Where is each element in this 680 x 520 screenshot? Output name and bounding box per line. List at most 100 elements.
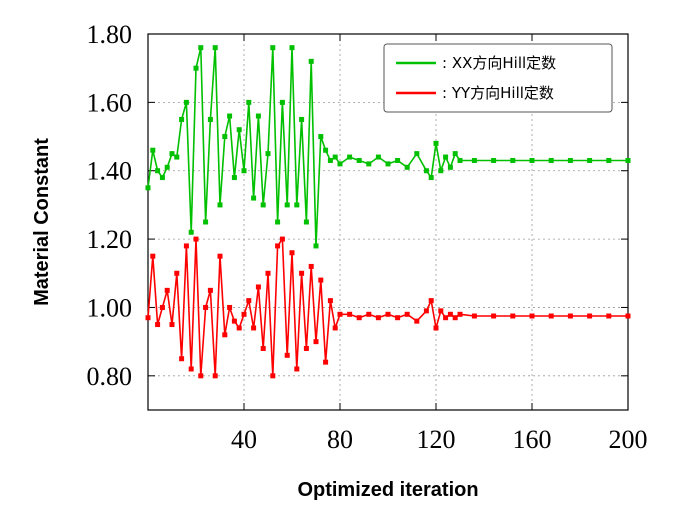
data-point-1 — [270, 373, 276, 379]
data-point-1 — [318, 277, 324, 283]
data-point-0 — [313, 243, 319, 249]
data-point-1 — [428, 298, 434, 304]
data-point-0 — [433, 140, 439, 146]
data-point-0 — [548, 157, 554, 163]
data-point-1 — [491, 313, 497, 319]
legend: : XX方向Hill定数 : YY方向Hill定数 — [383, 43, 613, 113]
data-point-0 — [332, 154, 338, 160]
legend-box — [383, 43, 613, 113]
data-point-1 — [347, 311, 353, 317]
data-point-0 — [423, 168, 429, 174]
data-point-0 — [227, 113, 233, 119]
data-point-1 — [227, 304, 233, 310]
data-point-0 — [270, 45, 276, 51]
data-point-0 — [443, 154, 449, 160]
data-point-1 — [438, 308, 444, 314]
data-point-0 — [303, 219, 309, 225]
data-point-0 — [567, 157, 573, 163]
data-point-1 — [260, 345, 266, 351]
data-point-1 — [414, 318, 420, 324]
data-point-1 — [169, 322, 175, 328]
data-point-1 — [164, 287, 170, 293]
data-point-1 — [284, 352, 290, 358]
legend-label-xx: : XX方向Hill定数 — [442, 54, 556, 72]
y-tick-label: 0.80 — [87, 362, 133, 391]
data-point-0 — [457, 157, 463, 163]
data-point-0 — [323, 147, 329, 153]
data-point-0 — [428, 175, 434, 181]
data-point-1 — [265, 270, 271, 276]
data-point-0 — [169, 151, 175, 157]
x-axis-title: Optimized iteration — [297, 479, 478, 501]
data-point-0 — [404, 164, 410, 170]
data-point-1 — [471, 313, 477, 319]
data-point-1 — [366, 311, 372, 317]
data-point-1 — [145, 315, 151, 321]
data-point-0 — [471, 157, 477, 163]
data-point-0 — [625, 157, 631, 163]
data-point-1 — [433, 325, 439, 331]
data-point-0 — [447, 164, 453, 170]
data-point-1 — [198, 373, 204, 379]
data-point-0 — [251, 195, 257, 201]
data-point-0 — [188, 229, 194, 235]
x-tick-label: 120 — [417, 425, 456, 454]
data-point-0 — [150, 147, 156, 153]
x-axis: 40 80 120 160 200 — [231, 34, 648, 454]
data-point-1 — [529, 313, 535, 319]
data-point-0 — [231, 175, 237, 181]
data-point-0 — [347, 154, 353, 160]
data-point-1 — [231, 318, 237, 324]
data-point-1 — [308, 263, 314, 269]
data-point-0 — [207, 116, 213, 122]
data-point-1 — [251, 325, 257, 331]
x-tick-label: 80 — [327, 425, 353, 454]
data-point-0 — [318, 134, 324, 140]
data-point-1 — [337, 311, 343, 317]
data-point-1 — [625, 313, 631, 319]
y-axis: 0.80 1.00 1.20 1.40 1.60 1.80 — [87, 20, 628, 391]
data-point-1 — [275, 243, 281, 249]
data-point-0 — [241, 168, 247, 174]
y-tick-label: 1.40 — [87, 157, 133, 186]
data-point-1 — [255, 284, 261, 290]
data-point-0 — [308, 58, 314, 64]
data-point-1 — [241, 311, 247, 317]
data-point-0 — [294, 202, 300, 208]
data-point-0 — [395, 157, 401, 163]
y-tick-label: 1.20 — [87, 225, 133, 254]
data-point-0 — [385, 161, 391, 167]
data-point-1 — [457, 311, 463, 317]
data-point-0 — [193, 65, 199, 71]
data-point-0 — [438, 168, 444, 174]
data-point-1 — [236, 325, 242, 331]
data-point-0 — [236, 127, 242, 133]
data-point-0 — [246, 99, 252, 105]
data-point-1 — [404, 311, 410, 317]
data-point-1 — [356, 315, 362, 321]
data-point-0 — [217, 202, 223, 208]
data-point-1 — [332, 325, 338, 331]
data-point-0 — [203, 219, 209, 225]
x-tick-label: 40 — [231, 425, 257, 454]
data-point-1 — [452, 315, 458, 321]
data-point-1 — [447, 311, 453, 317]
y-tick-label: 1.80 — [87, 20, 133, 49]
data-point-1 — [548, 313, 554, 319]
data-point-1 — [279, 236, 285, 242]
data-point-0 — [510, 157, 516, 163]
data-point-1 — [246, 298, 252, 304]
data-point-1 — [183, 243, 189, 249]
data-point-0 — [299, 116, 305, 122]
data-point-0 — [529, 157, 535, 163]
data-point-1 — [222, 332, 228, 338]
data-point-1 — [212, 373, 218, 379]
data-point-1 — [395, 315, 401, 321]
data-point-1 — [323, 359, 329, 365]
data-point-0 — [606, 157, 612, 163]
data-point-0 — [491, 157, 497, 163]
data-point-0 — [183, 99, 189, 105]
data-point-0 — [265, 151, 271, 157]
data-point-0 — [164, 164, 170, 170]
